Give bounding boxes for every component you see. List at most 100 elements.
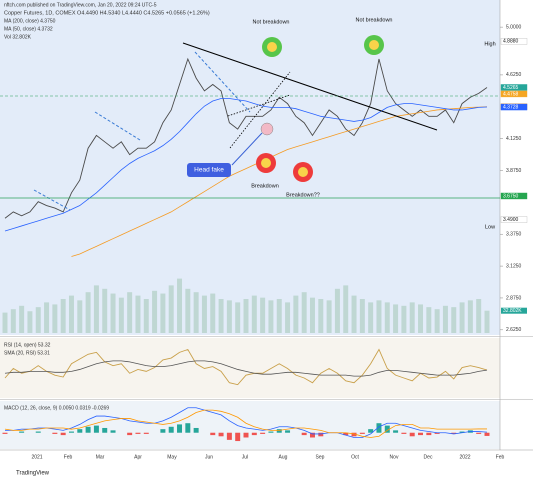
y-tick-label: 3.3750 (506, 232, 522, 238)
x-tick-label: Feb (64, 454, 73, 460)
histogram-bar (60, 432, 66, 436)
price-tag-label: 4.8880 (503, 39, 519, 45)
histogram-bar (143, 432, 149, 434)
y-tick-label: 3.8750 (506, 168, 522, 174)
volume-bar (118, 297, 124, 333)
volume-bar (102, 288, 108, 333)
legend: MA (200, close) 4.3750 (4, 18, 56, 24)
channel (33, 189, 71, 211)
volume-bar (343, 285, 349, 333)
legend: RSI (14, open) 53.32 (4, 342, 51, 348)
annotation: Not breakdown (253, 19, 290, 25)
channel (194, 51, 251, 113)
volume-bar (351, 295, 357, 333)
publisher: nftch.com published on TradingView.com, … (4, 2, 157, 8)
histogram-bar (160, 429, 166, 433)
histogram-bar (135, 432, 141, 434)
volume-bar (368, 302, 374, 333)
volume-bar (393, 304, 399, 333)
histogram-bar (168, 426, 174, 433)
volume-bar (152, 290, 158, 333)
annotation: Head fake (194, 167, 224, 174)
price-tag-label: 3.4900 (503, 217, 519, 223)
x-tick-label: Oct (351, 454, 359, 460)
volume-bar (484, 310, 490, 333)
volume-bar (434, 309, 440, 333)
x-tick-label: Jul (242, 454, 248, 460)
volume-bar (459, 302, 465, 333)
histogram-bar (77, 429, 83, 433)
x-tick-label: May (167, 454, 177, 460)
volume-bar (10, 309, 16, 333)
volume-bar (160, 293, 166, 333)
arrow (231, 132, 263, 166)
volume-bar (193, 292, 199, 333)
volume-bar (127, 292, 133, 333)
histogram-bar (285, 430, 291, 433)
x-tick-label: Jun (205, 454, 213, 460)
volume-bar (201, 295, 207, 333)
volume-bar (268, 300, 274, 333)
volume-bar (384, 302, 390, 333)
volume-bar (426, 307, 432, 333)
histogram-bar (368, 429, 374, 433)
x-tick-label: Mar (96, 454, 105, 460)
series-line (4, 409, 488, 438)
x-tick-label: Dec (424, 454, 433, 460)
histogram-bar (459, 431, 465, 433)
legend: MACD (12, 26, close, 9) 0.0050 0.0319 -0… (4, 405, 109, 411)
volume-bar (168, 285, 174, 333)
neckline (227, 94, 291, 117)
histogram-bar (268, 431, 274, 433)
plot-layer: 5.0000 4.6250 4.1250 3.8750 3.3750 3.1250 2.87… (2, 24, 528, 460)
price-tag (500, 38, 528, 45)
x-tick-label: 2022 (459, 454, 470, 460)
y-tick-label: 4.1250 (506, 136, 522, 142)
histogram-bar (351, 432, 357, 437)
histogram-bar (177, 424, 183, 433)
annotation: Breakdown (251, 183, 279, 189)
price-tag-label: 4.4758 (503, 91, 519, 97)
volume-bar (442, 305, 448, 333)
price-tag (500, 192, 528, 200)
histogram-bar (359, 432, 365, 434)
y-tick-label: 3.1250 (506, 263, 522, 269)
faces (261, 40, 379, 177)
histogram-bar (68, 431, 74, 433)
volume-bar (401, 305, 407, 333)
x-tick-label: 2021 (31, 454, 42, 460)
x-tick-label: Sep (316, 454, 325, 460)
volume-bar (467, 300, 473, 333)
legend: SMA (20, RSI) 53.31 (4, 350, 50, 356)
value-label: 32.802K (503, 308, 522, 314)
histogram-bar (309, 432, 315, 438)
volume-bar (276, 299, 282, 333)
volume-bar (235, 302, 241, 333)
histogram-bar (110, 430, 116, 433)
price-tag (500, 216, 528, 223)
y-tick-label: 2.8750 (506, 295, 522, 301)
price-tag-label: 3.6750 (503, 193, 519, 199)
x-tick-label: Nov (390, 454, 399, 460)
volume-bar (451, 307, 457, 333)
volume-bar (110, 293, 116, 333)
volume-bar (210, 293, 216, 333)
histogram-bar (318, 432, 324, 437)
histogram-bar (235, 432, 241, 442)
histogram-bar (93, 425, 99, 433)
neckline (229, 71, 291, 149)
histogram-bar (434, 432, 440, 434)
volume-bar (218, 299, 224, 333)
histogram-bar (193, 427, 199, 433)
price-tag-label: 4.3728 (503, 104, 519, 110)
histogram-bar (243, 432, 249, 438)
volume-bar (285, 302, 291, 333)
volume-bar (85, 292, 91, 333)
annotation: High (484, 41, 495, 47)
value-tag (501, 307, 527, 314)
y-tick-label: 2.6250 (506, 327, 522, 333)
series-line (4, 348, 488, 386)
volume-bar (19, 305, 25, 333)
histogram-bar (401, 432, 407, 434)
